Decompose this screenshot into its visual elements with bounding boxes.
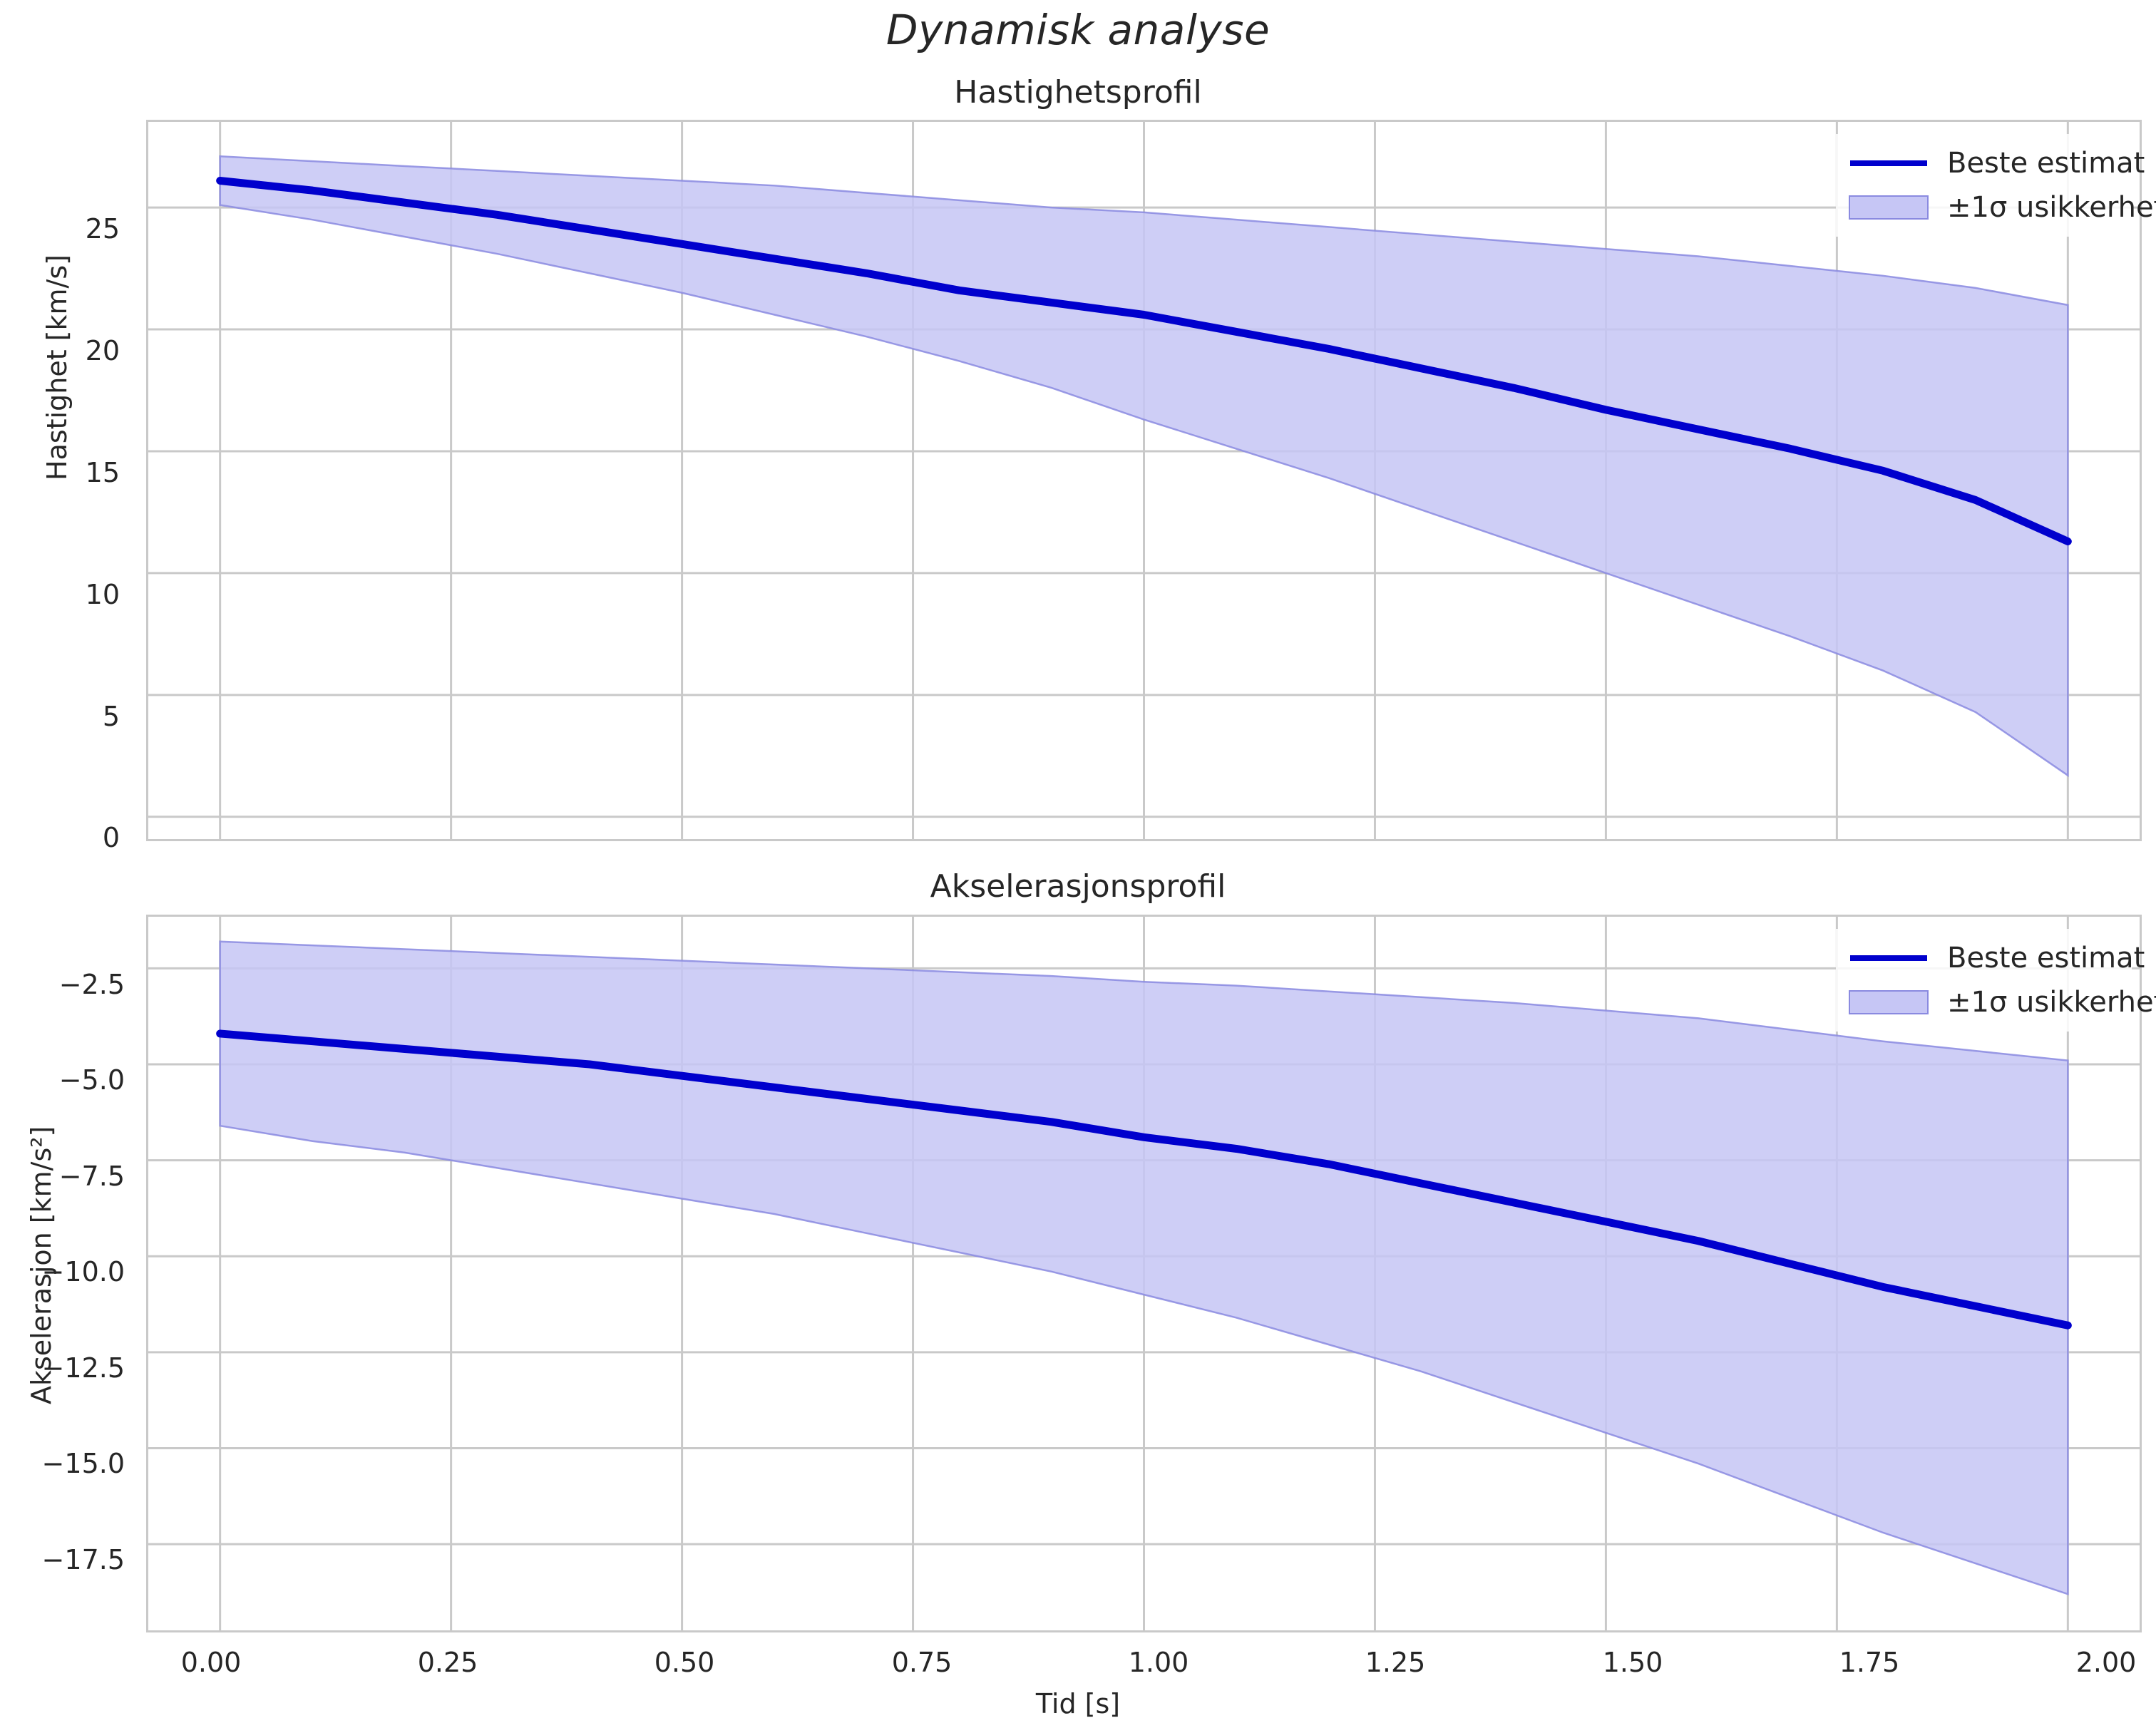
xtick-8: 2.00	[2075, 1647, 2137, 1678]
bottom-ytick-2: −5.0	[58, 1064, 125, 1096]
top-legend-row-line: Beste estimat	[1846, 141, 2145, 185]
bottom-legend-line-label: Beste estimat	[1947, 942, 2145, 974]
top-ytick-25: 25	[85, 213, 120, 245]
xtick-0: 0.00	[180, 1647, 242, 1678]
top-ytick-0: 0	[102, 822, 120, 853]
top-ytick-20: 20	[85, 335, 120, 366]
bottom-ytick-4: −10.0	[41, 1256, 125, 1287]
xtick-2: 0.50	[654, 1647, 715, 1678]
top-legend: Beste estimat ±1σ usikkerhet	[1836, 134, 2156, 237]
xtick-5: 1.25	[1365, 1647, 1426, 1678]
top-legend-line-label: Beste estimat	[1947, 147, 2145, 180]
top-legend-band-label: ±1σ usikkerhet	[1947, 191, 2156, 224]
legend-band-swatch	[1846, 191, 1931, 224]
figure-suptitle: Dynamisk analyse	[885, 6, 1270, 54]
bottom-ytick-1: −2.5	[58, 969, 125, 1000]
bottom-legend: Beste estimat ±1σ usikkerhet	[1836, 929, 2156, 1032]
xtick-6: 1.50	[1602, 1647, 1663, 1678]
bottom-legend-row-band: ±1σ usikkerhet	[1846, 980, 2156, 1024]
bottom-ytick-5: −12.5	[41, 1352, 125, 1384]
bottom-subplot-title: Akselerasjonsprofil	[930, 868, 1226, 905]
top-ytick-10: 10	[85, 579, 120, 610]
x-axis-label: Tid [s]	[1035, 1688, 1121, 1719]
bottom-legend-band-label: ±1σ usikkerhet	[1947, 986, 2156, 1019]
xtick-1: 0.25	[417, 1647, 478, 1678]
bottom-ytick-6: −15.0	[41, 1448, 125, 1479]
legend-line-swatch	[1846, 942, 1931, 974]
top-legend-row-band: ±1σ usikkerhet	[1846, 185, 2156, 230]
top-subplot-title: Hastighetsprofil	[954, 74, 1202, 110]
bottom-ytick-7: −17.5	[41, 1544, 125, 1575]
top-ytick-15: 15	[85, 457, 120, 488]
legend-line-swatch	[1846, 147, 1931, 180]
top-ytick-5: 5	[102, 701, 120, 732]
bottom-ytick-3: −7.5	[58, 1161, 125, 1192]
legend-band-swatch	[1846, 986, 1931, 1019]
xtick-3: 0.75	[891, 1647, 953, 1678]
xtick-7: 1.75	[1839, 1647, 1900, 1678]
xtick-4: 1.00	[1128, 1647, 1189, 1678]
bottom-legend-row-line: Beste estimat	[1846, 936, 2145, 980]
